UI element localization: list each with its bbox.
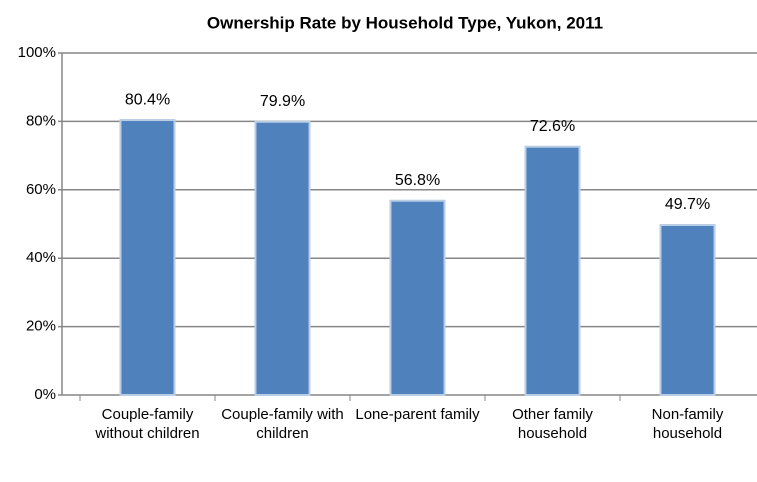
y-tick-label: 0% xyxy=(34,386,56,403)
data-label: 56.8% xyxy=(395,172,440,189)
x-tick-label: Couple-family without children xyxy=(95,406,200,442)
data-label: 49.7% xyxy=(665,196,710,213)
y-tick-label: 60% xyxy=(26,181,56,198)
data-label: 79.9% xyxy=(260,93,305,110)
data-label: 72.6% xyxy=(530,118,575,135)
x-tick-label: Non-family household xyxy=(651,406,724,442)
y-tick-label: 100% xyxy=(18,44,56,61)
bar xyxy=(389,199,446,396)
bar xyxy=(119,119,176,396)
y-tick-label: 20% xyxy=(26,318,56,335)
data-label: 80.4% xyxy=(125,91,170,108)
y-tick-label: 40% xyxy=(26,249,56,266)
x-tick-label: Other family household xyxy=(512,406,593,442)
x-tick-label: Lone-parent family xyxy=(355,406,480,423)
bar xyxy=(659,224,716,396)
chart-title: Ownership Rate by Household Type, Yukon,… xyxy=(207,13,603,32)
y-tick-label: 80% xyxy=(26,112,56,129)
bar xyxy=(524,145,581,396)
bar xyxy=(254,120,311,396)
x-tick-label: Couple-family with children xyxy=(221,406,344,442)
